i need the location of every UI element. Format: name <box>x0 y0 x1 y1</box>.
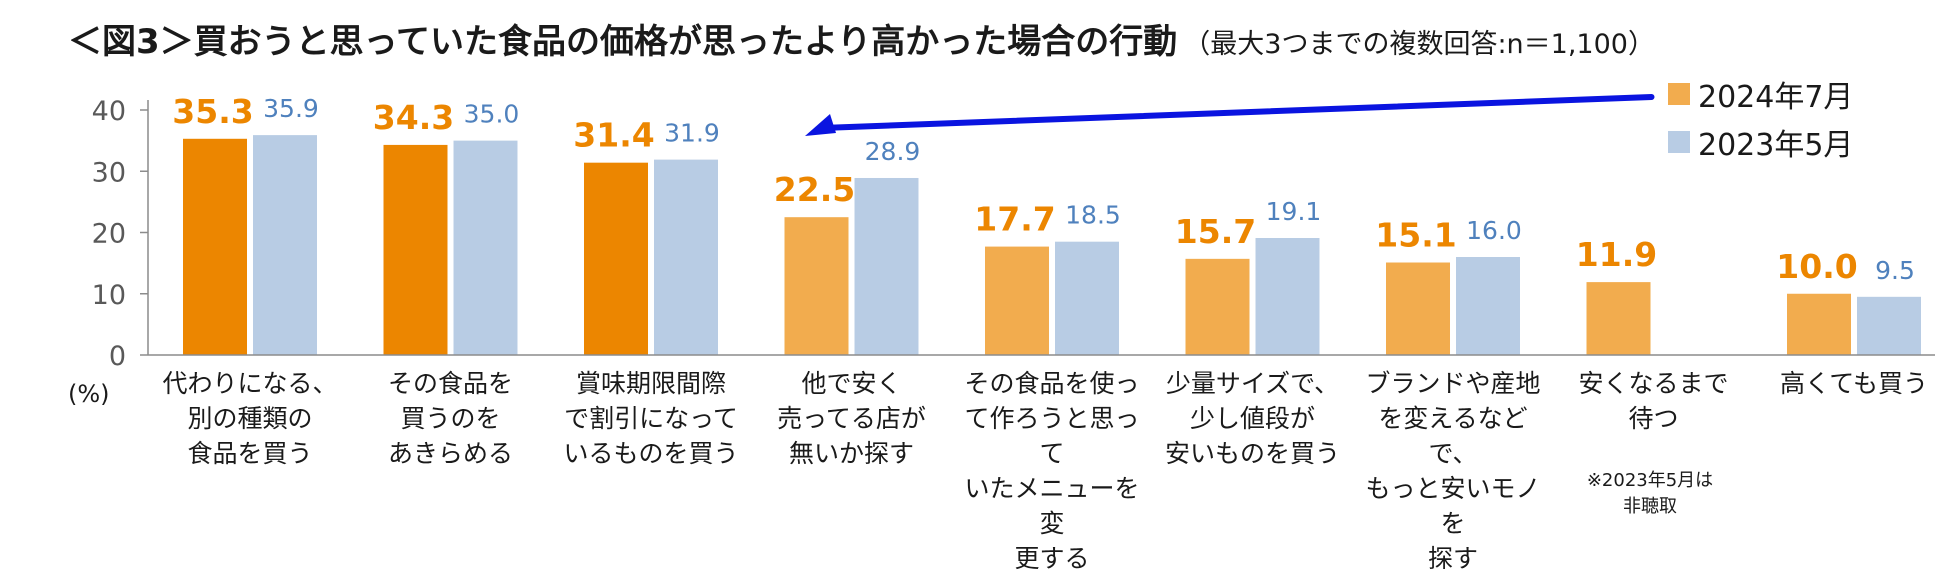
x-category-label: 他で安く 売ってる店が 無いか探す <box>777 369 926 468</box>
legend-swatch-2024 <box>1668 83 1690 105</box>
chart-title-main: ＜図3＞買おうと思っていた食品の価格が思ったより高かった場合の行動 <box>68 22 1178 62</box>
arrow-head <box>805 114 836 136</box>
data-label-2024: 34.3 <box>373 98 454 137</box>
legend-label-2024: 2024年7月 <box>1698 80 1854 115</box>
x-category-label: 代わりになる、 別の種類の 食品を買う <box>162 369 338 468</box>
footnote: ※2023年5月は 非聴取 <box>1586 470 1714 517</box>
legend-item-2023: 2023年5月 <box>1668 120 1853 164</box>
bar-2023 <box>654 159 718 355</box>
y-tick-label: 0 <box>109 341 126 372</box>
bar-2023 <box>1255 238 1320 355</box>
data-label-2024: 11.9 <box>1576 235 1657 274</box>
bar-2024 <box>1586 282 1651 355</box>
legend-item-2024: 2024年7月 <box>1668 72 1853 116</box>
legend-label-2023: 2023年5月 <box>1698 128 1854 163</box>
arrow-line <box>819 94 1655 131</box>
y-tick-label: 10 <box>92 280 126 311</box>
chart-title: ＜図3＞買おうと思っていた食品の価格が思ったより高かった場合の行動 （最大3つまで… <box>68 14 1655 63</box>
data-label-2024: 31.4 <box>573 116 654 155</box>
x-category-label: その食品を使っ て作ろうと思って いたメニューを変 更する <box>964 369 1140 573</box>
data-label-2023: 28.9 <box>865 137 921 166</box>
bar-2024 <box>383 144 448 355</box>
bar-2023 <box>253 135 317 355</box>
bar-2024 <box>584 162 648 355</box>
bar-2024 <box>183 138 247 355</box>
bar-2023 <box>1857 296 1921 355</box>
data-label-2023: 16.0 <box>1466 216 1522 245</box>
x-category-label: 高くても買う <box>1779 369 1928 398</box>
x-category-label: ブランドや産地 を変えるなどで、 もっと安いモノを 探す <box>1365 369 1541 573</box>
data-label-2024: 15.1 <box>1375 216 1456 255</box>
bar-chart: 0 10 20 30 40 35.3 35.9 34.3 35.0 31.4 31.9 22.5 28.… <box>92 92 1935 372</box>
x-category-label: 安くなるまで 待つ <box>1578 369 1729 433</box>
data-label-2023: 18.5 <box>1065 201 1121 230</box>
data-label-2024: 35.3 <box>172 92 253 131</box>
data-label-2024: 10.0 <box>1776 247 1857 286</box>
legend-swatch-2023 <box>1668 131 1690 153</box>
bar-2023 <box>453 140 518 355</box>
data-label-2023: 35.0 <box>464 100 520 129</box>
bar-2023 <box>854 177 919 355</box>
data-label-2024: 15.7 <box>1175 212 1256 251</box>
bar-2024 <box>985 246 1049 355</box>
bar-2024 <box>1386 262 1450 355</box>
data-label-2023: 9.5 <box>1875 256 1915 285</box>
y-axis-unit: (%) <box>68 380 110 408</box>
bar-2024 <box>784 217 849 355</box>
x-category-label: 少量サイズで、 少し値段が 安いものを買う <box>1164 369 1340 468</box>
y-tick-label: 30 <box>92 157 126 188</box>
x-category-label: 賞味期限間際 で割引になって いるものを買う <box>563 369 739 468</box>
bar-2023 <box>1456 257 1520 355</box>
data-label-2023: 35.9 <box>263 94 319 123</box>
bar-2023 <box>1055 241 1119 355</box>
data-label-2023: 19.1 <box>1266 197 1322 226</box>
bar-2024 <box>1185 258 1250 355</box>
x-category-label: その食品を 買うのを あきらめる <box>387 369 513 468</box>
chart-title-sub: （最大3つまでの複数回答:n＝1,100） <box>1183 29 1655 60</box>
y-tick-label: 40 <box>92 96 126 127</box>
bar-2024 <box>1787 293 1851 355</box>
y-tick-label: 20 <box>92 219 126 250</box>
data-label-2024: 22.5 <box>774 170 855 209</box>
data-label-2024: 17.7 <box>974 200 1055 239</box>
data-label-2023: 31.9 <box>664 119 720 148</box>
